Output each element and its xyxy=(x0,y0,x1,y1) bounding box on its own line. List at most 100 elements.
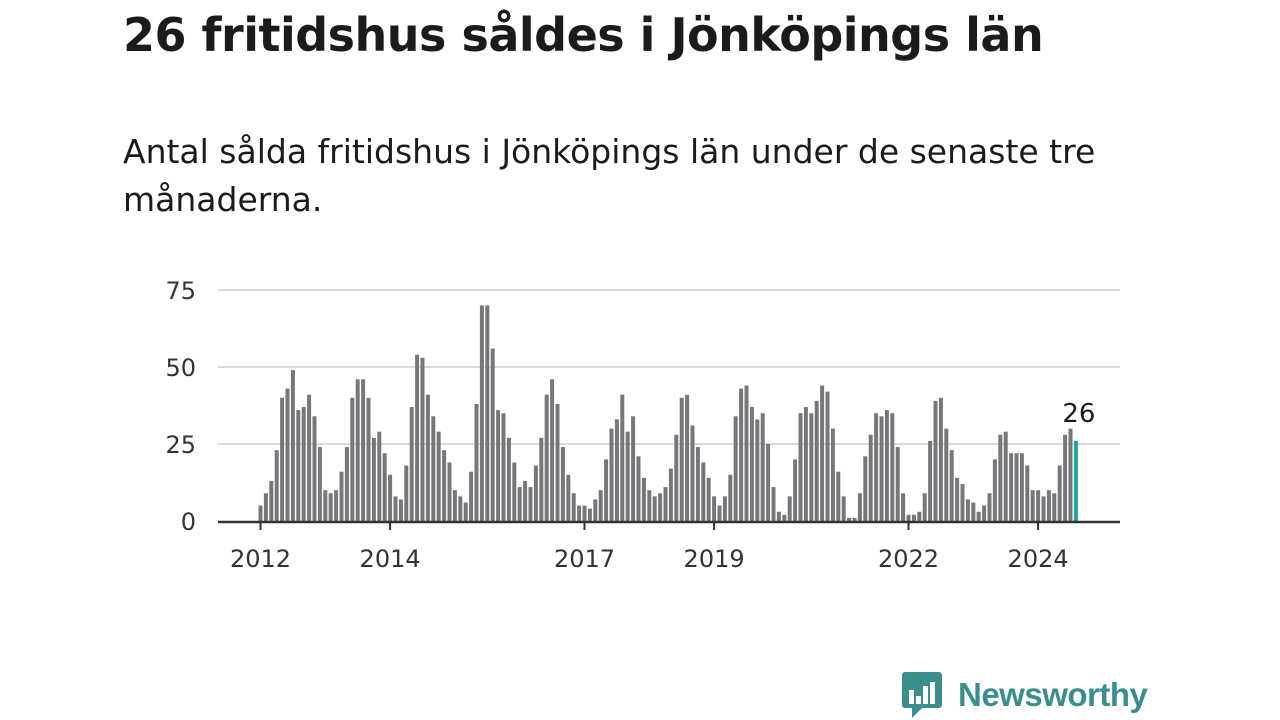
bar xyxy=(415,354,420,521)
bar xyxy=(355,379,360,521)
bar xyxy=(431,416,436,521)
bar xyxy=(766,444,771,521)
y-axis-ticks: 0 25 50 75 xyxy=(165,277,196,536)
y-tick-label: 25 xyxy=(165,431,196,459)
bar xyxy=(274,450,279,521)
bar xyxy=(490,348,495,521)
bar xyxy=(782,514,787,521)
bar xyxy=(938,397,943,521)
bar xyxy=(901,493,906,521)
bar xyxy=(1046,490,1051,521)
bar xyxy=(841,496,846,521)
y-tick-label: 75 xyxy=(165,277,196,305)
bars xyxy=(258,305,1078,521)
bar xyxy=(879,416,884,521)
bar xyxy=(382,453,387,521)
bar xyxy=(631,416,636,521)
bar xyxy=(366,397,371,521)
bar xyxy=(685,394,690,521)
bar xyxy=(868,434,873,521)
newsworthy-logo[interactable]: Newsworthy xyxy=(902,670,1148,720)
bar xyxy=(398,499,403,521)
bar xyxy=(965,499,970,521)
bar xyxy=(1068,428,1073,521)
bar xyxy=(728,474,733,521)
bar xyxy=(393,496,398,521)
brand-name: Newsworthy xyxy=(958,676,1148,713)
bar xyxy=(955,477,960,521)
bar xyxy=(560,447,565,521)
bar xyxy=(317,447,322,521)
x-tick-label: 2019 xyxy=(684,545,745,573)
bar xyxy=(874,413,879,521)
bar xyxy=(539,437,544,521)
bar xyxy=(652,496,657,521)
bar xyxy=(960,484,965,521)
bar xyxy=(479,305,484,521)
bar xyxy=(269,480,274,521)
bar xyxy=(301,407,306,521)
bar xyxy=(749,407,754,521)
bar xyxy=(998,434,1003,521)
bar xyxy=(825,391,830,521)
bar xyxy=(895,447,900,521)
y-tick-label: 0 xyxy=(181,508,196,536)
bar xyxy=(290,370,295,521)
x-axis-ticks: 2012 2014 2017 2019 2022 2024 xyxy=(230,522,1069,573)
bar xyxy=(636,456,641,521)
bar xyxy=(857,493,862,521)
bar xyxy=(787,496,792,521)
bar xyxy=(577,505,582,521)
chart-title: 26 fritidshus såldes i Jönköpings län xyxy=(123,8,1044,62)
bar xyxy=(566,474,571,521)
bar xyxy=(263,493,268,521)
bar xyxy=(452,490,457,521)
bar xyxy=(771,487,776,521)
bar xyxy=(647,490,652,521)
bar xyxy=(371,437,376,521)
last-value-label: 26 xyxy=(1062,399,1095,429)
bar xyxy=(982,505,987,521)
bar xyxy=(836,471,841,521)
bar xyxy=(463,502,468,521)
bar xyxy=(712,496,717,521)
bar xyxy=(760,413,765,521)
bar xyxy=(555,403,560,521)
bar xyxy=(814,400,819,521)
bar xyxy=(863,456,868,521)
x-tick-label: 2014 xyxy=(360,545,421,573)
bar xyxy=(404,465,409,521)
bar xyxy=(258,505,263,521)
bar xyxy=(312,416,317,521)
bar xyxy=(550,379,555,521)
bar xyxy=(1063,434,1068,521)
bar xyxy=(917,511,922,521)
bar xyxy=(1003,431,1008,521)
bar xyxy=(1057,465,1062,521)
bar xyxy=(739,388,744,521)
bar xyxy=(296,410,301,521)
chart-subtitle: Antal sålda fritidshus i Jönköpings län … xyxy=(123,132,1096,219)
bar xyxy=(571,493,576,521)
bar xyxy=(442,450,447,521)
bar xyxy=(928,440,933,521)
bar xyxy=(641,477,646,521)
bar xyxy=(890,413,895,521)
bar xyxy=(436,431,441,521)
bar xyxy=(458,496,463,521)
bar xyxy=(906,514,911,521)
bar-latest xyxy=(1073,440,1078,521)
bar xyxy=(528,487,533,521)
y-tick-label: 50 xyxy=(165,354,196,382)
bar xyxy=(409,407,414,521)
bar xyxy=(820,385,825,521)
bar xyxy=(706,477,711,521)
bar xyxy=(474,403,479,521)
bar xyxy=(1052,493,1057,521)
x-tick-label: 2022 xyxy=(878,545,939,573)
bar xyxy=(933,400,938,521)
bar xyxy=(344,447,349,521)
bar xyxy=(1036,490,1041,521)
bar xyxy=(658,493,663,521)
